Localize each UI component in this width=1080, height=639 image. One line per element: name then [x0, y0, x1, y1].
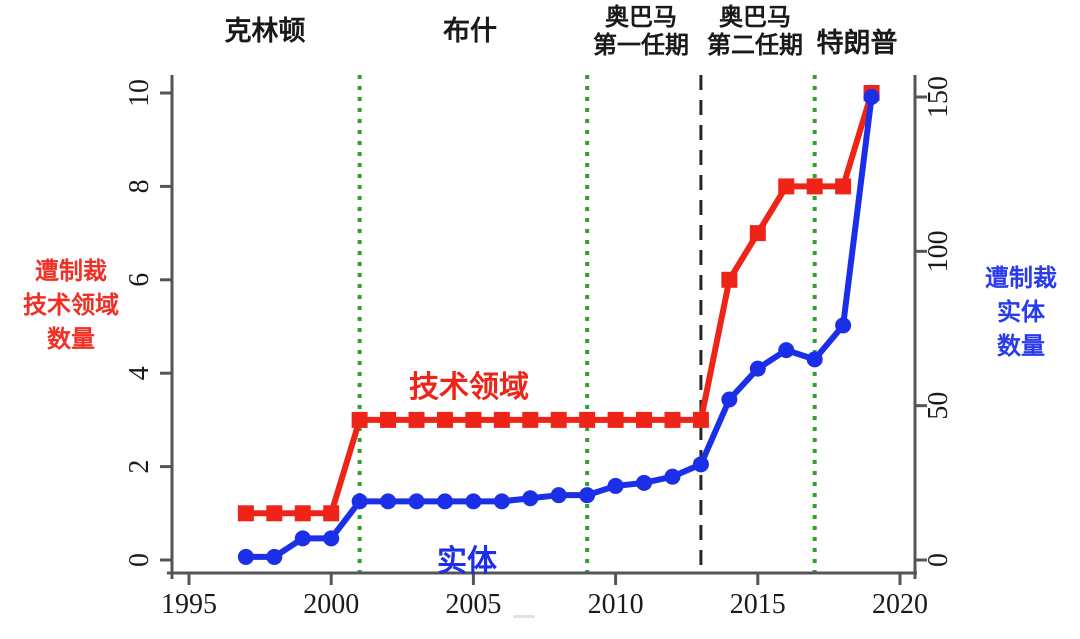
- data-point-tech-2005: [465, 411, 482, 428]
- era-label-bush: 布什: [443, 16, 497, 47]
- era-label-obama-term2: 奥巴马 第二任期: [707, 3, 803, 59]
- data-point-entity-2013: [692, 456, 709, 473]
- series-line-tech-fields: [242, 90, 875, 517]
- data-point-entity-2005: [465, 493, 482, 510]
- data-point-tech-2015: [749, 225, 766, 242]
- data-point-entity-2004: [436, 493, 453, 510]
- data-point-entity-2006: [493, 493, 510, 510]
- era-label-clinton-text: 克林顿: [224, 16, 306, 47]
- data-point-entity-2009: [579, 487, 596, 504]
- data-point-entity-1998: [266, 548, 283, 565]
- data-point-entity-2011: [636, 474, 653, 491]
- data-point-tech-1998: [266, 505, 283, 522]
- x-tick-label-2000: 2000: [303, 589, 359, 620]
- left-axis-title: 遭制裁 技术领域 数量: [0, 254, 142, 356]
- data-point-tech-2014: [721, 271, 738, 288]
- right-axis-title-line1: 遭制裁: [985, 264, 1057, 292]
- left-tick-label-4: 4: [124, 366, 155, 380]
- data-point-entity-2016: [778, 342, 795, 359]
- era-label-obama2-line2: 第二任期: [707, 30, 803, 59]
- left-tick-label-0: 0: [124, 553, 155, 567]
- right-tick-label-0: 0: [923, 553, 954, 567]
- data-point-entity-2000: [323, 530, 340, 547]
- data-point-tech-2009: [579, 411, 596, 428]
- data-point-tech-2000: [323, 505, 340, 522]
- left-axis-title-line3: 数量: [47, 325, 95, 353]
- left-axis-title-line2: 技术领域: [23, 291, 119, 319]
- series-label-tech-fields: 技术领域: [409, 370, 529, 405]
- x-tick-label-2005: 2005: [445, 589, 501, 620]
- right-tick-label-50: 50: [923, 392, 954, 420]
- right-axis-title-line2: 实体: [997, 298, 1045, 326]
- x-tick-label-1995: 1995: [161, 589, 217, 620]
- era-label-obama1-line2: 第一任期: [593, 30, 689, 59]
- era-label-obama2-line1: 奥巴马: [719, 3, 791, 31]
- data-point-entity-2018: [835, 317, 852, 334]
- era-label-obama-term1: 奥巴马 第一任期: [593, 3, 689, 59]
- data-point-entity-1997: [237, 548, 254, 565]
- data-point-entity-2003: [408, 493, 425, 510]
- left-tick-label-8: 8: [124, 179, 155, 193]
- data-point-tech-2011: [636, 411, 653, 428]
- data-point-tech-2001: [351, 411, 368, 428]
- data-point-tech-2006: [493, 411, 510, 428]
- data-point-entity-2001: [351, 493, 368, 510]
- data-point-tech-2004: [436, 411, 453, 428]
- data-point-tech-2012: [664, 411, 681, 428]
- left-tick-label-2: 2: [124, 460, 155, 474]
- era-label-trump-text: 特朗普: [816, 28, 898, 59]
- data-point-tech-2013: [692, 411, 709, 428]
- data-point-entity-2008: [550, 487, 567, 504]
- x-tick-label-2015: 2015: [730, 589, 786, 620]
- data-point-entity-2007: [522, 490, 539, 507]
- era-label-bush-text: 布什: [443, 16, 497, 47]
- x-tick-label-2010: 2010: [588, 589, 644, 620]
- data-point-tech-2017: [806, 178, 823, 195]
- data-point-tech-2003: [408, 411, 425, 428]
- data-point-tech-2008: [550, 411, 567, 428]
- right-tick-label-100: 100: [923, 230, 954, 272]
- data-point-entity-2002: [380, 493, 397, 510]
- x-tick-label-2020: 2020: [872, 589, 928, 620]
- data-point-tech-1997: [237, 505, 254, 522]
- era-label-obama1-line1: 奥巴马: [605, 3, 677, 31]
- left-tick-label-10: 10: [124, 79, 155, 107]
- data-point-entity-2015: [749, 360, 766, 377]
- era-label-clinton: 克林顿: [225, 16, 306, 47]
- right-axis-title-line3: 数量: [997, 332, 1045, 360]
- left-axis-title-line1: 遭制裁: [35, 257, 107, 285]
- series-label-entities: 实体: [437, 544, 497, 579]
- data-point-entity-2012: [664, 468, 681, 485]
- data-point-entity-2017: [806, 351, 823, 368]
- era-label-trump: 特朗普: [817, 28, 898, 59]
- data-point-entity-2010: [607, 477, 624, 494]
- data-point-tech-2010: [607, 411, 624, 428]
- data-point-entity-1999: [294, 530, 311, 547]
- data-point-entity-2019: [863, 89, 880, 105]
- data-point-tech-1999: [294, 505, 311, 522]
- data-point-entity-2014: [721, 391, 738, 408]
- left-tick-label-6: 6: [124, 273, 155, 287]
- data-point-tech-2016: [778, 178, 795, 195]
- data-point-tech-2002: [380, 411, 397, 428]
- right-tick-label-150: 150: [923, 76, 954, 118]
- faint-caption-remnant: [513, 615, 535, 618]
- data-point-tech-2018: [835, 178, 852, 195]
- data-point-tech-2007: [522, 411, 539, 428]
- right-axis-title: 遭制裁 实体 数量: [962, 261, 1080, 363]
